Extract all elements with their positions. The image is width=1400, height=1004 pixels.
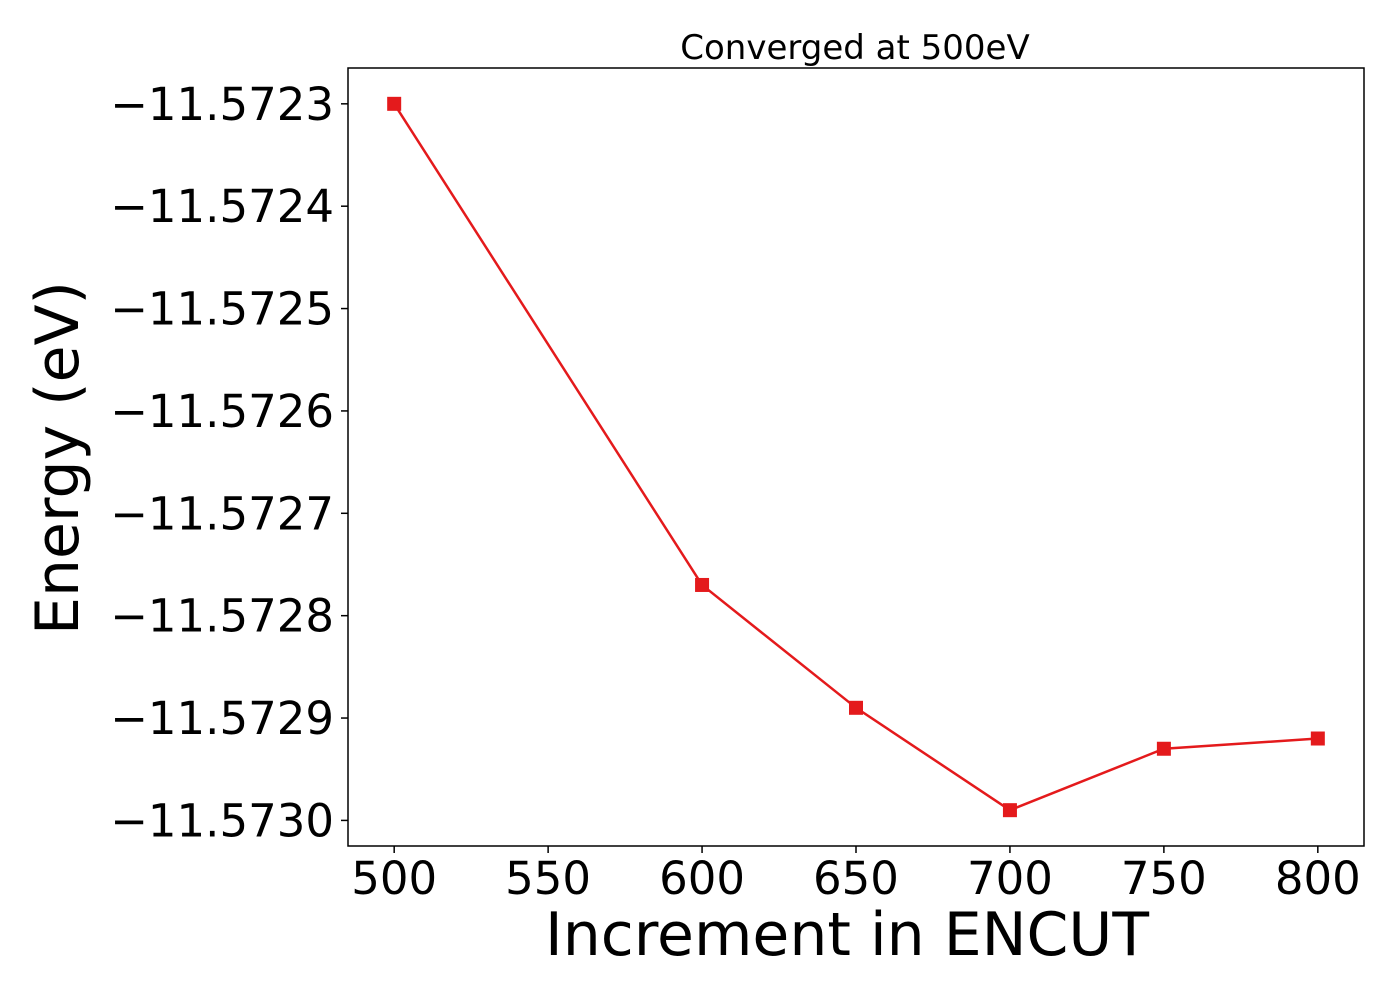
y-axis-label: Energy (eV): [23, 281, 93, 635]
y-tick-label: −11.5728: [110, 590, 334, 643]
y-axis-ticks: −11.5723 −11.5724 −11.5725 −11.5726 −11.5727…: [110, 78, 348, 847]
series-line: [393, 103, 1318, 812]
x-axis-ticks: 500 550 600 650 700 750 800: [351, 846, 1361, 905]
data-point-marker: [1310, 731, 1325, 746]
x-tick-label: 700: [967, 852, 1053, 905]
series-layer: [387, 96, 1325, 818]
y-tick-label: −11.5723: [110, 78, 334, 131]
data-point-marker: [387, 96, 402, 111]
plot-frame: [347, 67, 1365, 847]
x-tick-label: 500: [351, 852, 437, 905]
y-tick-label: −11.5725: [110, 283, 334, 336]
y-tick-label: −11.5727: [110, 487, 334, 540]
x-tick-label: 600: [659, 852, 745, 905]
data-point-marker: [695, 577, 710, 592]
y-tick-label: −11.5730: [110, 794, 334, 847]
data-point-marker: [849, 700, 863, 715]
x-tick-label: 550: [505, 852, 591, 905]
y-tick-label: −11.5724: [110, 180, 334, 233]
x-tick-label: 650: [813, 852, 899, 905]
y-tick-label: −11.5726: [110, 385, 334, 438]
x-tick-label: 800: [1275, 852, 1361, 905]
x-tick-label: 750: [1121, 852, 1207, 905]
data-point-marker: [1156, 741, 1171, 756]
chart-title: Converged at 500eV: [680, 28, 1029, 68]
data-point-marker: [1002, 803, 1017, 818]
x-axis-label: Increment in ENCUT: [545, 900, 1149, 970]
y-tick-label: −11.5729: [110, 692, 334, 745]
